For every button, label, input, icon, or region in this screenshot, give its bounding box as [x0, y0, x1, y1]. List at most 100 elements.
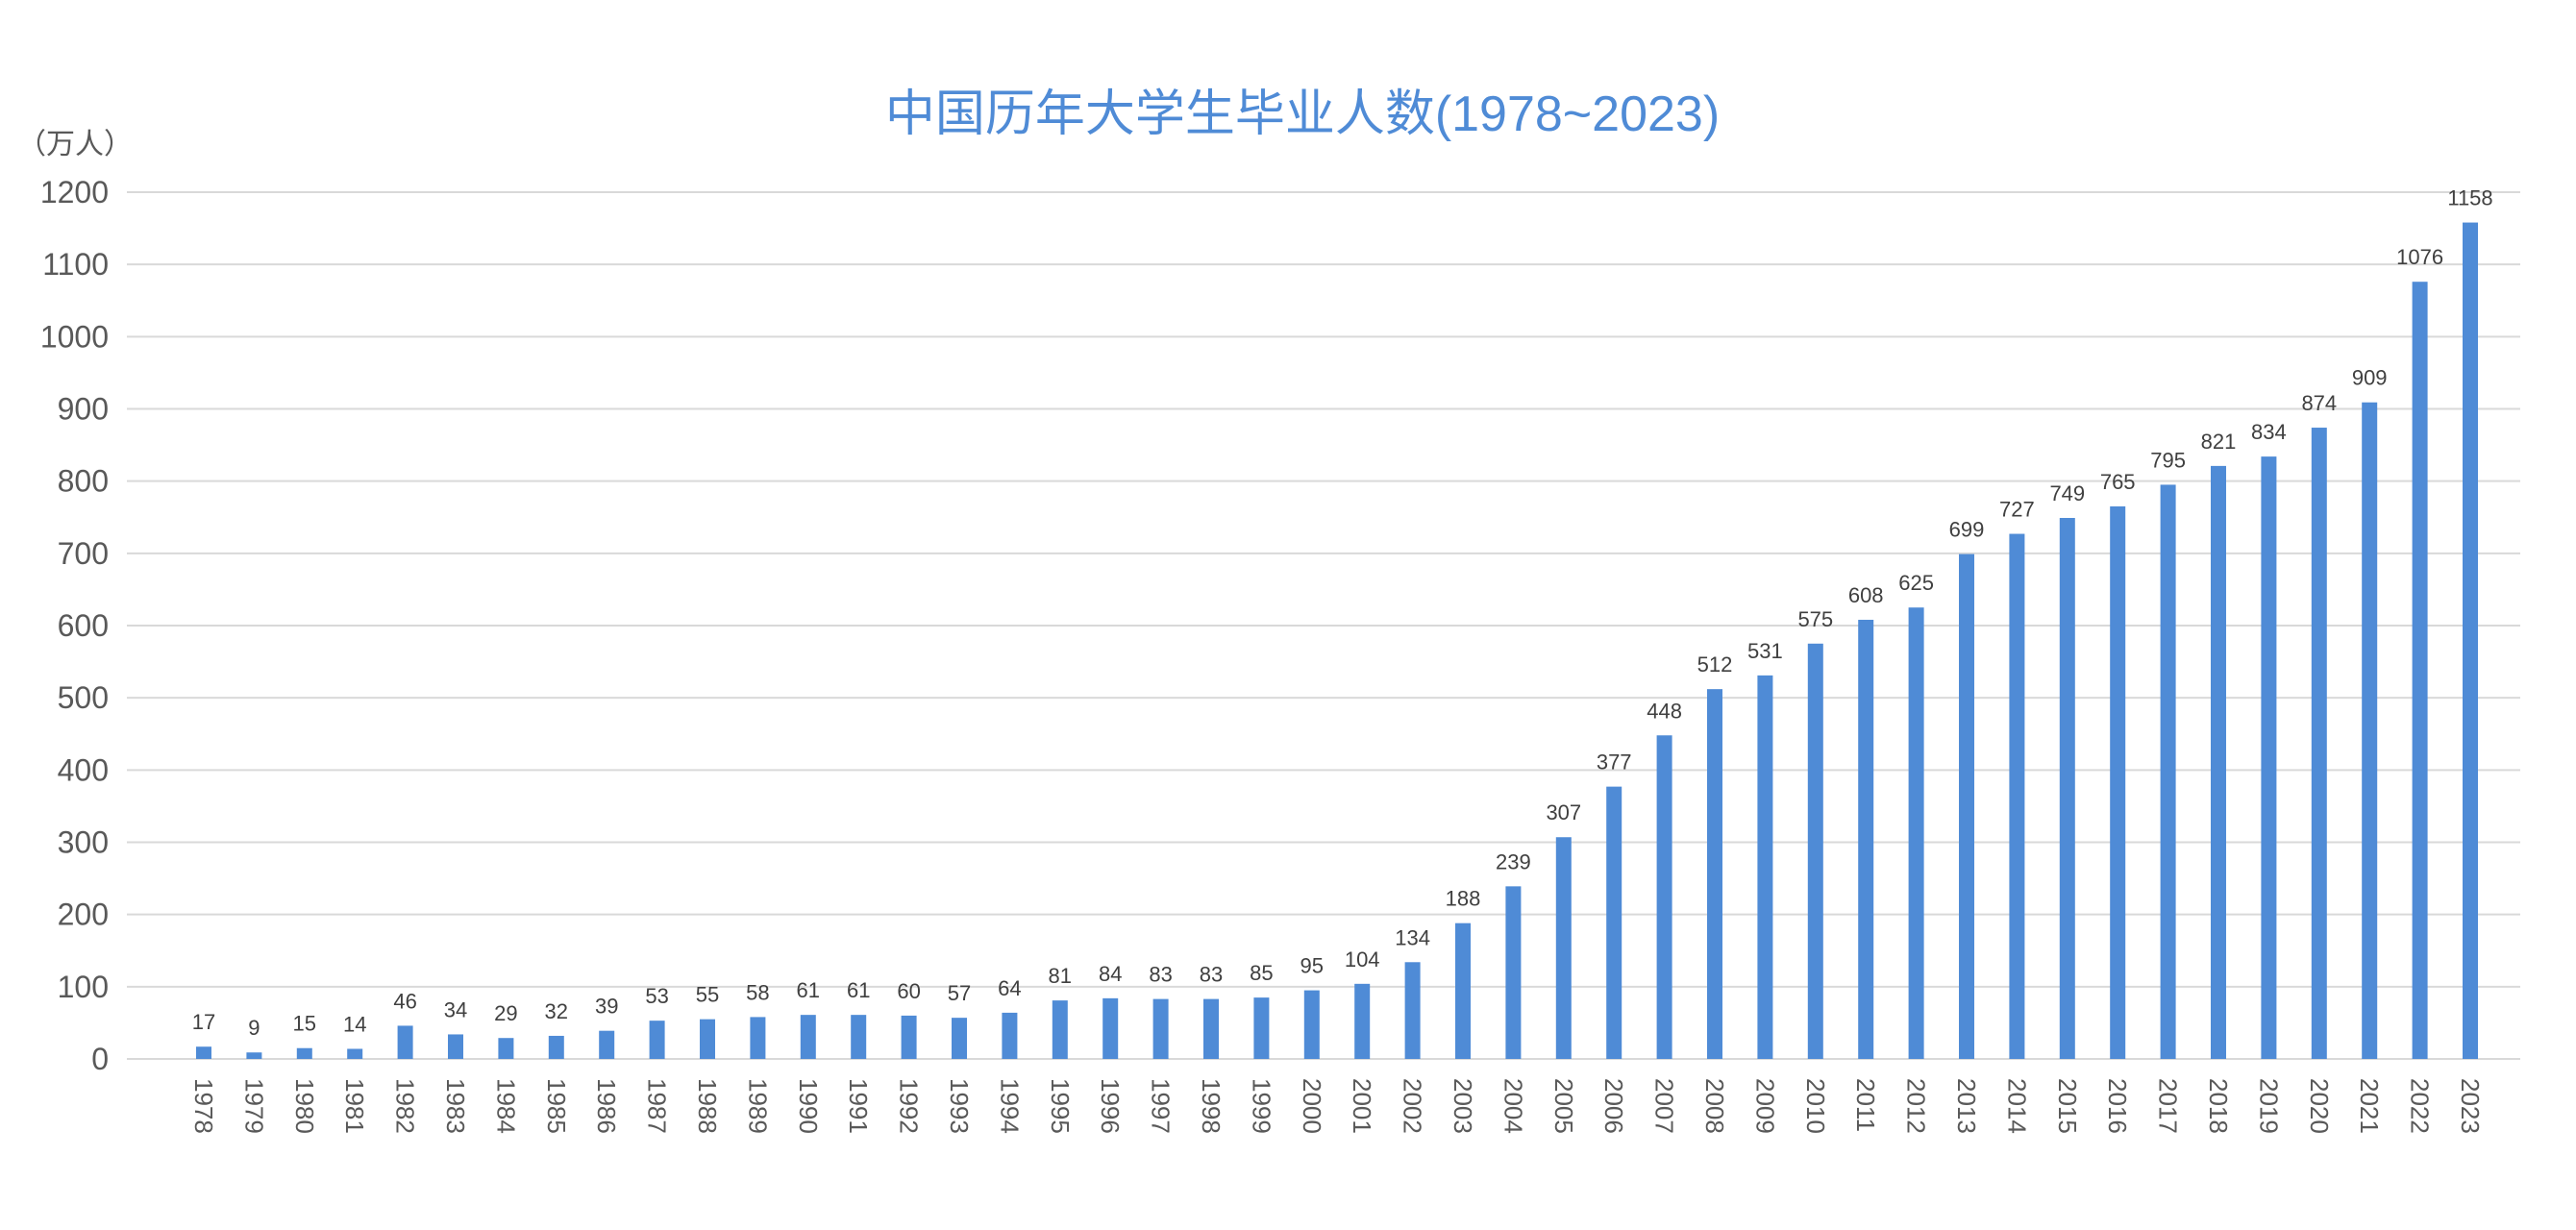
- bar: [2412, 282, 2428, 1059]
- x-tick-label: 1986: [592, 1078, 621, 1134]
- x-tick-label: 2001: [1348, 1078, 1376, 1134]
- x-tick-label: 2006: [1599, 1078, 1628, 1134]
- y-tick-label: 1100: [42, 247, 109, 282]
- x-tick-label: 1998: [1197, 1078, 1226, 1134]
- x-tick-label: 2017: [2154, 1078, 2183, 1134]
- bar: [1707, 689, 1722, 1059]
- bar: [1102, 997, 1119, 1059]
- x-tick-label: 1981: [340, 1078, 369, 1134]
- x-tick-label: 1997: [1147, 1078, 1176, 1134]
- x-tick-label: 1979: [239, 1078, 268, 1134]
- y-tick-label: 400: [58, 752, 109, 787]
- grid-lines: [127, 191, 2520, 1060]
- bar: [952, 1018, 967, 1059]
- x-tick-label: 1982: [391, 1078, 420, 1134]
- x-tick-label: 1980: [290, 1078, 319, 1134]
- data-label: 46: [393, 989, 416, 1013]
- data-label: 625: [1898, 571, 1934, 595]
- bar: [1858, 619, 1874, 1059]
- x-tick-label: 2002: [1399, 1078, 1427, 1134]
- data-label: 512: [1697, 652, 1733, 676]
- bar: [1354, 983, 1371, 1059]
- x-tick-label: 2013: [1952, 1078, 1981, 1134]
- bar: [1505, 886, 1522, 1059]
- bar: [1002, 1012, 1018, 1059]
- bar: [1807, 643, 1823, 1059]
- x-tick-label: 2004: [1499, 1078, 1527, 1134]
- x-tick-label: 2005: [1549, 1078, 1578, 1134]
- x-tick-label: 1983: [441, 1078, 470, 1134]
- data-label: 84: [1099, 962, 1122, 986]
- x-tick-label: 1992: [895, 1078, 924, 1134]
- data-label: 608: [1848, 583, 1884, 607]
- x-tick-label: 1999: [1247, 1078, 1276, 1134]
- x-tick-label: 1995: [1046, 1078, 1075, 1134]
- data-label: 34: [444, 997, 467, 1021]
- data-label: 377: [1597, 750, 1632, 775]
- data-label: 29: [494, 1001, 517, 1025]
- x-tick-label: 1993: [945, 1078, 974, 1134]
- data-label: 60: [897, 979, 920, 1003]
- x-tick-label: 2019: [2254, 1078, 2283, 1134]
- bar: [1455, 922, 1471, 1059]
- chart-title: 中国历年大学生毕业人数(1978~2023): [885, 86, 1720, 142]
- x-tick-label: 2012: [1902, 1078, 1931, 1134]
- data-label: 749: [2049, 481, 2085, 505]
- data-label: 821: [2201, 430, 2237, 454]
- x-tick-label: 2020: [2305, 1078, 2334, 1134]
- data-label: 765: [2100, 470, 2136, 494]
- y-tick-label: 800: [58, 464, 109, 499]
- bar: [2110, 505, 2126, 1059]
- data-label: 134: [1395, 925, 1430, 949]
- bar: [2311, 428, 2327, 1059]
- data-label: 83: [1200, 963, 1223, 987]
- data-label: 61: [797, 978, 820, 1002]
- bar: [498, 1038, 514, 1059]
- bar: [750, 1017, 766, 1059]
- y-tick-label: 1000: [40, 319, 109, 354]
- data-label: 53: [645, 984, 668, 1008]
- bar: [397, 1025, 413, 1059]
- x-tick-label: 2016: [2103, 1078, 2132, 1134]
- bar: [800, 1015, 816, 1059]
- y-tick-label: 500: [58, 680, 109, 715]
- data-label: 1076: [2396, 245, 2443, 269]
- x-tick-label: 1989: [743, 1078, 772, 1134]
- bar: [1203, 998, 1219, 1059]
- y-tick-label: 0: [91, 1042, 109, 1076]
- data-label: 58: [746, 980, 769, 1004]
- y-tick-label: 1200: [40, 175, 109, 209]
- x-tick-label: 2023: [2456, 1078, 2485, 1134]
- data-label: 17: [192, 1010, 215, 1034]
- data-label: 81: [1049, 964, 1072, 988]
- y-axis-ticks: 0 100 200 300 400 500 600 700 800 900 1000 1100 1200: [40, 175, 109, 1076]
- bar: [700, 1019, 715, 1059]
- data-label: 239: [1496, 849, 1531, 873]
- x-tick-label: 1996: [1096, 1078, 1125, 1134]
- data-label: 727: [1999, 498, 2035, 522]
- bar: [599, 1030, 615, 1059]
- x-tick-label: 1984: [491, 1078, 520, 1134]
- x-tick-label: 2009: [1750, 1078, 1779, 1134]
- data-label: 9: [248, 1016, 260, 1040]
- bar: [246, 1052, 262, 1059]
- data-label: 834: [2251, 420, 2287, 444]
- bar: [448, 1034, 463, 1059]
- y-tick-label: 300: [58, 825, 109, 860]
- data-label: 909: [2352, 366, 2388, 390]
- bar: [649, 1021, 665, 1059]
- y-tick-label: 900: [58, 392, 109, 427]
- data-label: 39: [595, 995, 618, 1019]
- x-tick-label: 2008: [1700, 1078, 1729, 1134]
- x-tick-label: 1990: [794, 1078, 823, 1134]
- data-label: 104: [1345, 947, 1380, 972]
- bar: [1253, 997, 1270, 1059]
- x-tick-label: 2022: [2406, 1078, 2435, 1134]
- x-tick-label: 2021: [2355, 1078, 2384, 1134]
- x-tick-label: 2000: [1298, 1078, 1326, 1134]
- data-label: 699: [1949, 518, 1985, 542]
- x-tick-label: 1985: [542, 1078, 571, 1134]
- x-tick-label: 1978: [189, 1078, 218, 1134]
- bar: [1959, 554, 1974, 1059]
